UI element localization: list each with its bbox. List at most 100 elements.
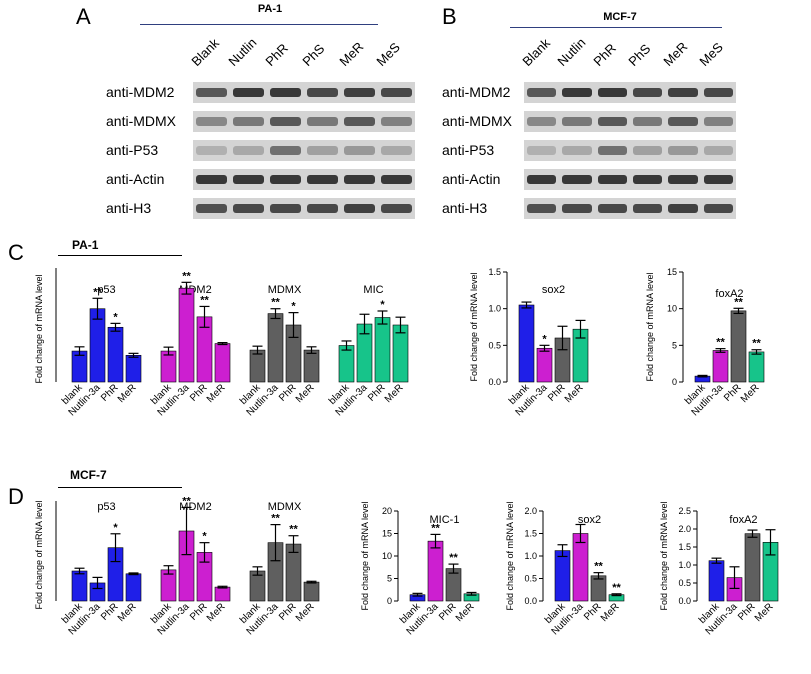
bar: [708, 560, 725, 602]
significance-marker: *: [380, 299, 385, 311]
y-tick-label: 0.5: [678, 578, 691, 588]
row-label-anti-mdm2: anti-MDM2: [442, 84, 511, 100]
y-tick-label: 15: [667, 267, 677, 277]
significance-marker: **: [734, 296, 743, 308]
significance-marker: **: [594, 561, 603, 573]
significance-marker: **: [200, 294, 209, 306]
bar: [374, 317, 391, 383]
y-tick-label: 0.5: [488, 340, 501, 350]
blot-band: [344, 204, 375, 213]
bar: [744, 533, 761, 602]
blot-band: [381, 117, 412, 126]
chart-title: MIC-1: [430, 514, 460, 526]
blot-band: [270, 146, 301, 155]
blot-strip: [193, 140, 415, 161]
bar: [338, 345, 355, 383]
x-tick-label: PhR: [277, 382, 299, 404]
significance-marker: **: [271, 297, 280, 309]
blot-band: [668, 117, 698, 126]
group-title: MIC: [363, 284, 383, 296]
x-tick-label: PhR: [99, 382, 121, 404]
bar: [303, 349, 320, 383]
chart-title: sox2: [542, 284, 565, 296]
y-axis-label: Fold change of mRNA level: [360, 501, 370, 610]
x-tick-label: PhR: [188, 601, 210, 623]
chart-title: sox2: [578, 514, 601, 526]
significance-marker: **: [93, 286, 102, 298]
bar: [427, 540, 444, 602]
y-tick-label: 2.0: [678, 524, 691, 534]
blot-band: [527, 175, 557, 184]
significance-marker: *: [291, 301, 296, 313]
significance-marker: **: [289, 524, 298, 536]
x-tick-label: PhR: [366, 382, 388, 404]
significance-marker: *: [113, 522, 118, 534]
significance-marker: **: [182, 270, 191, 282]
blot-band: [307, 204, 338, 213]
blot-band: [668, 175, 698, 184]
significance-marker: *: [542, 333, 547, 345]
row-label-anti-h3: anti-H3: [106, 200, 152, 216]
x-tick-label: MeR: [599, 601, 622, 624]
bar: [518, 304, 535, 383]
bar: [214, 586, 231, 602]
blot-band: [527, 88, 557, 97]
bar: [107, 326, 124, 383]
y-tick-label: 0.0: [488, 377, 501, 387]
significance-marker: **: [612, 582, 621, 594]
blot-band: [597, 204, 627, 213]
blot-band: [668, 204, 698, 213]
blot-band: [196, 146, 227, 155]
panel-label-a: A: [76, 4, 91, 29]
significance-marker: *: [202, 531, 207, 543]
row-label-anti-actin: anti-Actin: [442, 171, 501, 187]
blot-strip: [193, 82, 415, 103]
section-label-c: PA-1: [72, 238, 99, 252]
blot-band: [562, 117, 592, 126]
y-tick-label: 0.0: [678, 596, 691, 606]
bar: [160, 350, 177, 383]
x-tick-label: MeR: [294, 382, 317, 405]
y-tick-label: 15: [382, 529, 392, 539]
blot-band: [233, 88, 264, 97]
bar: [748, 351, 765, 383]
significance-marker: **: [716, 337, 725, 349]
significance-marker: **: [752, 338, 761, 350]
blot-band: [562, 204, 592, 213]
group-title: p53: [97, 284, 115, 296]
bar: [267, 313, 284, 383]
blot-band: [703, 146, 733, 155]
blot-band: [233, 117, 264, 126]
blot-band: [597, 146, 627, 155]
y-tick-label: 5: [672, 340, 677, 350]
y-axis-label: Fold change of mRNA level: [34, 500, 44, 609]
x-tick-label: PhR: [736, 601, 758, 623]
blot-band: [527, 146, 557, 155]
blot-band: [381, 204, 412, 213]
significance-marker: **: [449, 552, 458, 564]
x-tick-label: PhR: [722, 382, 744, 404]
group-title: MDMX: [268, 501, 302, 513]
blot-band: [270, 88, 301, 97]
group-title: MDMX: [268, 284, 302, 296]
row-label-anti-actin: anti-Actin: [106, 171, 165, 187]
blot-band: [196, 88, 227, 97]
y-tick-label: 0.0: [524, 596, 537, 606]
panel-label-d: D: [8, 484, 24, 509]
blot-band: [307, 117, 338, 126]
blot-band: [597, 175, 627, 184]
x-tick-label: PhR: [277, 601, 299, 623]
x-tick-label: MeR: [739, 382, 762, 405]
x-tick-label: MeR: [294, 601, 317, 624]
blot-strip: [193, 169, 415, 190]
blot-band: [344, 117, 375, 126]
x-tick-label: MeR: [563, 382, 586, 405]
blot-band: [270, 117, 301, 126]
blot-band: [633, 204, 663, 213]
blot-band: [307, 175, 338, 184]
blot-band: [597, 88, 627, 97]
blot-band: [233, 175, 264, 184]
bar: [71, 570, 88, 602]
blot-band: [668, 146, 698, 155]
blot-band: [527, 204, 557, 213]
